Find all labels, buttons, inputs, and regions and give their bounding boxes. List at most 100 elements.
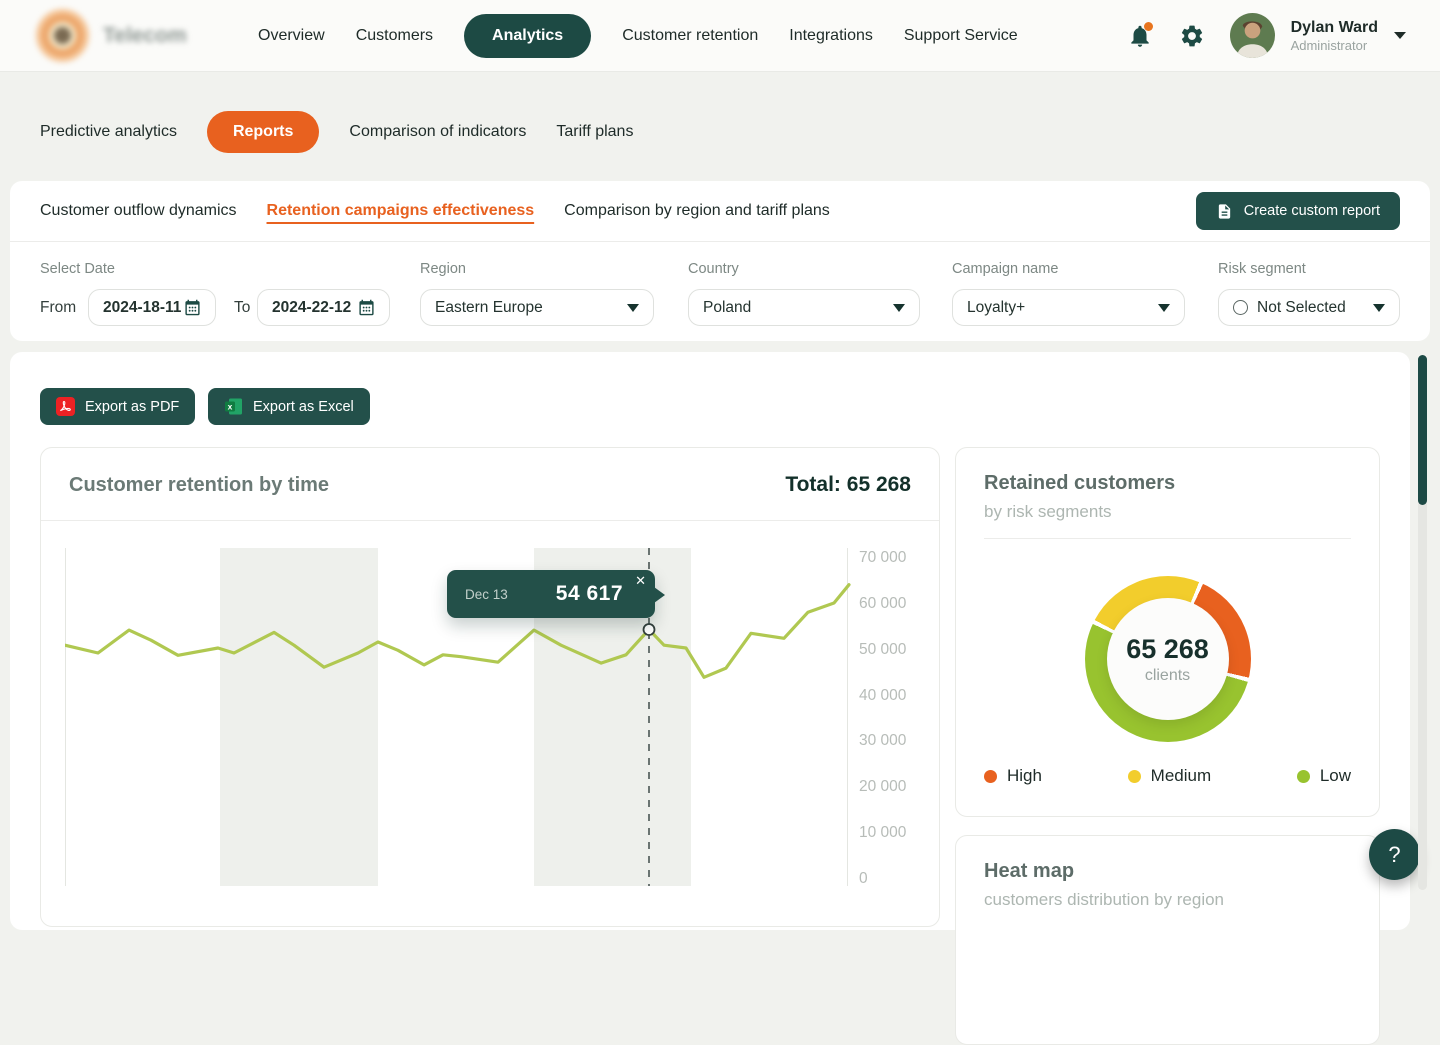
campaign-select[interactable]: Loyalty+	[952, 289, 1185, 326]
chevron-down-icon	[627, 304, 639, 312]
y-axis-tick: 50 000	[859, 641, 906, 659]
risk-segment-label: Risk segment	[1218, 261, 1306, 277]
heat-map-panel: Heat map customers distribution by regio…	[955, 835, 1380, 1045]
pdf-icon	[56, 397, 75, 416]
nav-item-support-service[interactable]: Support Service	[904, 27, 1018, 45]
tab-predictive-analytics[interactable]: Predictive analytics	[40, 123, 177, 141]
tab-reports[interactable]: Reports	[207, 111, 319, 153]
excel-icon: x	[224, 397, 243, 416]
country-select[interactable]: Poland	[688, 289, 920, 326]
region-value: Eastern Europe	[435, 299, 543, 317]
y-axis-tick: 30 000	[859, 732, 906, 750]
nav-item-customer-retention[interactable]: Customer retention	[622, 27, 758, 45]
gear-icon	[1179, 23, 1205, 49]
y-axis-tick: 20 000	[859, 778, 906, 796]
retention-line-chart-panel: Customer retention by time Total: 65 268	[40, 447, 940, 927]
y-axis-tick: 40 000	[859, 687, 906, 705]
tab-comparison-of-indicators[interactable]: Comparison of indicators	[349, 123, 526, 141]
donut-header: Retained customers by risk segments	[956, 448, 1379, 539]
legend-dot-low	[1297, 770, 1310, 783]
report-tabs: Customer outflow dynamics Retention camp…	[40, 194, 830, 228]
divider	[41, 520, 939, 521]
radio-icon	[1233, 300, 1248, 315]
user-role: Administrator	[1291, 38, 1378, 53]
main-nav: Overview Customers Analytics Customer re…	[258, 0, 1018, 71]
select-date-label: Select Date	[40, 261, 115, 277]
report-content-card: Export as PDF x Export as Excel Customer…	[10, 352, 1410, 930]
donut-center-label: clients	[1145, 667, 1190, 685]
date-to-input[interactable]: 2024-22-12	[257, 289, 390, 326]
legend-item-low: Low	[1297, 766, 1351, 786]
heatmap-header: Heat map customers distribution by regio…	[956, 836, 1379, 910]
nav-item-overview[interactable]: Overview	[258, 27, 325, 45]
chevron-down-icon	[893, 304, 905, 312]
legend-item-high: High	[984, 766, 1042, 786]
nav-item-customers[interactable]: Customers	[356, 27, 433, 45]
document-icon	[1216, 203, 1233, 220]
y-axis-tick: 10 000	[859, 824, 906, 842]
country-label: Country	[688, 261, 739, 277]
settings-button[interactable]	[1178, 22, 1206, 50]
legend-label-medium: Medium	[1151, 766, 1211, 786]
risk-value: Not Selected	[1257, 299, 1346, 317]
tab-tariff-plans[interactable]: Tariff plans	[556, 123, 633, 141]
export-excel-label: Export as Excel	[253, 399, 354, 415]
page: Telecom Overview Customers Analytics Cus…	[0, 0, 1440, 900]
risk-legend: High Medium Low	[984, 766, 1351, 786]
chart-title: Customer retention by time	[69, 474, 329, 497]
chart-tooltip: Dec 13 54 617 ✕	[447, 570, 655, 618]
chevron-down-icon	[1394, 32, 1406, 39]
help-button[interactable]: ?	[1369, 829, 1420, 880]
chart-header: Customer retention by time Total: 65 268	[41, 448, 939, 497]
region-select[interactable]: Eastern Europe	[420, 289, 654, 326]
calendar-icon	[184, 299, 201, 316]
retained-customers-panel: Retained customers by risk segments 65 2…	[955, 447, 1380, 817]
donut-center-value: 65 268	[1126, 634, 1209, 665]
header-actions: Dylan Ward Administrator	[1126, 0, 1406, 71]
legend-label-high: High	[1007, 766, 1042, 786]
nav-item-analytics[interactable]: Analytics	[464, 14, 591, 58]
divider	[10, 241, 1430, 242]
campaign-name-label: Campaign name	[952, 261, 1058, 277]
risk-value-wrap: Not Selected	[1233, 299, 1346, 317]
date-from-input[interactable]: 2024-18-11	[88, 289, 216, 326]
calendar-icon	[358, 299, 375, 316]
to-label: To	[234, 299, 250, 317]
create-custom-report-label: Create custom report	[1244, 203, 1380, 219]
risk-segment-select[interactable]: Not Selected	[1218, 289, 1400, 326]
heatmap-title: Heat map	[984, 860, 1351, 883]
notifications-button[interactable]	[1126, 22, 1154, 50]
logo[interactable]: Telecom	[36, 9, 187, 62]
tab-customer-outflow-dynamics[interactable]: Customer outflow dynamics	[40, 202, 237, 220]
nav-item-integrations[interactable]: Integrations	[789, 27, 873, 45]
user-menu[interactable]: Dylan Ward Administrator	[1230, 13, 1406, 58]
y-axis-tick: 70 000	[859, 549, 906, 567]
tab-retention-campaigns-effectiveness[interactable]: Retention campaigns effectiveness	[267, 202, 535, 220]
campaign-value: Loyalty+	[967, 299, 1025, 317]
avatar	[1230, 13, 1275, 58]
y-axis-tick: 0	[859, 870, 868, 888]
export-pdf-button[interactable]: Export as PDF	[40, 388, 195, 425]
legend-dot-high	[984, 770, 997, 783]
tooltip-date: Dec 13	[465, 587, 508, 602]
logo-icon	[36, 9, 89, 62]
divider	[984, 538, 1351, 539]
chevron-down-icon	[1373, 304, 1385, 312]
country-value: Poland	[703, 299, 751, 317]
date-to-value: 2024-22-12	[272, 299, 351, 317]
scrollbar-thumb[interactable]	[1418, 355, 1427, 505]
export-pdf-label: Export as PDF	[85, 399, 179, 415]
create-custom-report-button[interactable]: Create custom report	[1196, 192, 1400, 230]
highlight-point-marker	[644, 624, 655, 635]
notification-dot	[1144, 22, 1153, 31]
date-from-value: 2024-18-11	[103, 299, 181, 317]
region-label: Region	[420, 261, 466, 277]
tooltip-value: 54 617	[556, 582, 623, 606]
legend-dot-medium	[1128, 770, 1141, 783]
close-icon[interactable]: ✕	[635, 574, 646, 587]
tab-comparison-by-region[interactable]: Comparison by region and tariff plans	[564, 202, 830, 220]
chevron-down-icon	[1158, 304, 1170, 312]
tooltip-arrow	[654, 587, 665, 603]
export-excel-button[interactable]: x Export as Excel	[208, 388, 370, 425]
risk-donut-chart: 65 268 clients	[1085, 576, 1251, 742]
